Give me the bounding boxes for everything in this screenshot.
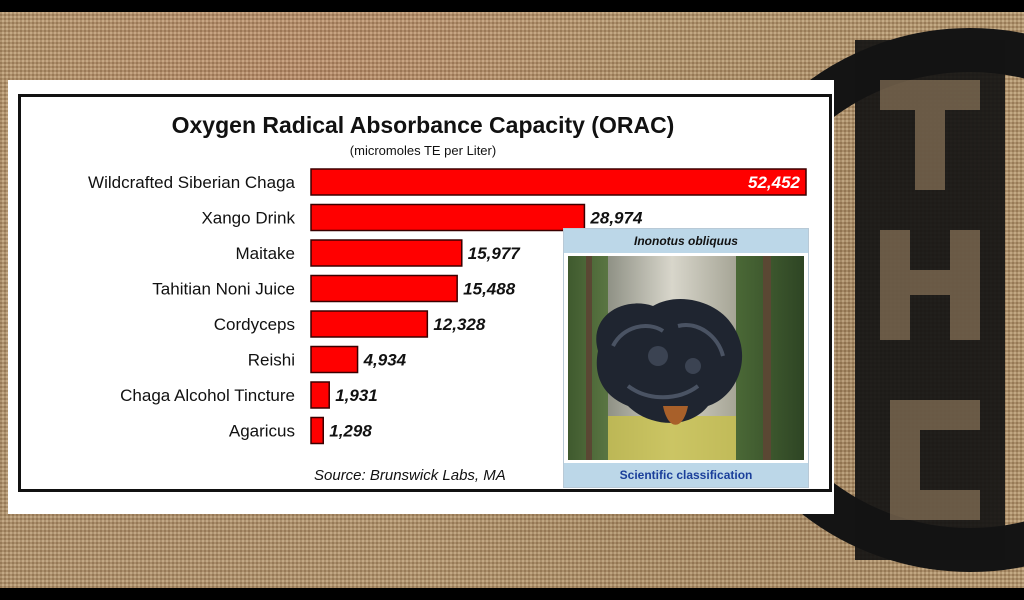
letterbox-bottom xyxy=(0,588,1024,600)
value-label-2: 15,977 xyxy=(468,244,522,263)
category-label-0: Wildcrafted Siberian Chaga xyxy=(88,173,295,192)
category-label-5: Reishi xyxy=(248,351,295,370)
bar-0 xyxy=(310,168,807,196)
category-label-4: Cordyceps xyxy=(214,315,295,334)
inset-title: Inonotus obliquus xyxy=(564,229,808,253)
value-label-1: 28,974 xyxy=(589,209,643,228)
chaga-photo xyxy=(568,256,804,460)
category-label-2: Maitake xyxy=(235,244,295,263)
chart-source: Source: Brunswick Labs, MA xyxy=(314,467,506,484)
bar-5 xyxy=(310,345,359,374)
chart-title: Oxygen Radical Absorbance Capacity (ORAC… xyxy=(171,112,675,138)
value-label-4: 12,328 xyxy=(433,315,486,334)
category-label-6: Chaga Alcohol Tincture xyxy=(120,386,295,405)
letterbox-top xyxy=(0,0,1024,12)
category-label-1: Xango Drink xyxy=(201,209,295,228)
value-label-3: 15,488 xyxy=(463,280,516,299)
inset-caption: Scientific classification xyxy=(564,463,808,487)
chaga-photo-inset: Inonotus obliquus Scientific classificat… xyxy=(563,228,809,488)
bar-3 xyxy=(310,274,458,303)
category-label-3: Tahitian Noni Juice xyxy=(152,280,295,299)
value-label-6: 1,931 xyxy=(335,386,378,405)
value-label-7: 1,298 xyxy=(329,422,372,441)
bar-1 xyxy=(310,203,586,232)
chart-subtitle: (micromoles TE per Liter) xyxy=(349,143,497,158)
bar-6 xyxy=(310,381,330,409)
value-label-0: 52,452 xyxy=(748,173,801,192)
bar-7 xyxy=(310,416,324,445)
bar-4 xyxy=(310,310,429,338)
category-label-7: Agaricus xyxy=(229,422,295,441)
bar-2 xyxy=(310,239,463,267)
value-label-5: 4,934 xyxy=(363,351,407,370)
